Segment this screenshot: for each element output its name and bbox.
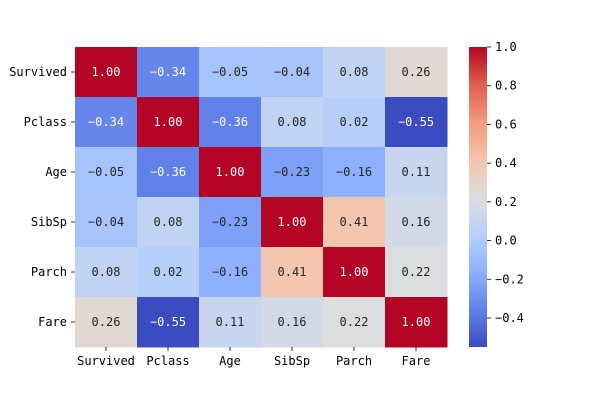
y-tick-label: Age bbox=[45, 165, 67, 179]
colorbar-tick-label: 0.6 bbox=[495, 117, 517, 131]
cell-value-label: 0.02 bbox=[340, 115, 369, 129]
heatmap-cell-sibsp-age bbox=[261, 147, 324, 198]
cell-value-label: 0.11 bbox=[216, 315, 245, 329]
cell-value-label: −0.16 bbox=[212, 265, 248, 279]
cell-value-label: 0.41 bbox=[278, 265, 307, 279]
heatmap-cell-fare-age bbox=[385, 147, 448, 198]
cell-value-label: 1.00 bbox=[216, 165, 245, 179]
heatmap-cell-sibsp-pclass bbox=[261, 97, 324, 148]
heatmap-cell-fare-survived bbox=[385, 47, 448, 98]
cell-value-label: 1.00 bbox=[402, 315, 431, 329]
y-tick-label: Fare bbox=[38, 315, 67, 329]
heatmap-cell-fare-pclass bbox=[385, 97, 448, 148]
cell-value-label: −0.34 bbox=[150, 65, 186, 79]
heatmap-cells bbox=[75, 47, 448, 348]
heatmap-cell-pclass-sibsp bbox=[137, 197, 200, 248]
heatmap-cell-pclass-fare bbox=[137, 297, 200, 348]
colorbar-tick-label: −0.2 bbox=[495, 272, 524, 286]
heatmap-cell-parch-parch bbox=[323, 247, 386, 298]
colorbar-tick-label: 0.4 bbox=[495, 156, 517, 170]
heatmap-cell-pclass-parch bbox=[137, 247, 200, 298]
cell-value-label: 0.22 bbox=[402, 265, 431, 279]
heatmap-cell-fare-fare bbox=[385, 297, 448, 348]
x-tick-label: Survived bbox=[77, 354, 135, 368]
cell-value-label: 0.08 bbox=[154, 215, 183, 229]
heatmap-cell-labels: 1.00 −0.34 −0.05 −0.04 0.08 0.26 −0.34 1.00 −0.3… bbox=[88, 65, 434, 329]
cell-value-label: 0.26 bbox=[92, 315, 121, 329]
heatmap-cell-sibsp-sibsp bbox=[261, 197, 324, 248]
colorbar-tick-label: 0.8 bbox=[495, 79, 517, 93]
cell-value-label: 0.08 bbox=[278, 115, 307, 129]
cell-value-label: 0.16 bbox=[278, 315, 307, 329]
cell-value-label: −0.05 bbox=[212, 65, 248, 79]
heatmap-cell-survived-survived bbox=[75, 47, 138, 98]
cell-value-label: −0.36 bbox=[150, 165, 186, 179]
cell-value-label: −0.05 bbox=[88, 165, 124, 179]
cell-value-label: 0.08 bbox=[340, 65, 369, 79]
cell-value-label: −0.04 bbox=[274, 65, 310, 79]
heatmap-cell-pclass-age bbox=[137, 147, 200, 198]
x-tick-label: Pclass bbox=[146, 354, 189, 368]
cell-value-label: −0.23 bbox=[274, 165, 310, 179]
heatmap-cell-fare-parch bbox=[385, 247, 448, 298]
heatmap-cell-survived-sibsp bbox=[75, 197, 138, 248]
cell-value-label: −0.34 bbox=[88, 115, 124, 129]
cell-value-label: 0.41 bbox=[340, 215, 369, 229]
cell-value-label: 0.16 bbox=[402, 215, 431, 229]
x-tick-label: Age bbox=[219, 354, 241, 368]
heatmap-cell-pclass-survived bbox=[137, 47, 200, 98]
x-tick-label: Parch bbox=[336, 354, 372, 368]
cell-value-label: 0.11 bbox=[402, 165, 431, 179]
heatmap-cell-parch-fare bbox=[323, 297, 386, 348]
cell-value-label: −0.23 bbox=[212, 215, 248, 229]
colorbar: −0.4 −0.2 0.0 0.2 0.4 0.6 0.8 1.0 bbox=[469, 40, 524, 347]
cell-value-label: 0.02 bbox=[154, 265, 183, 279]
cell-value-label: −0.55 bbox=[150, 315, 186, 329]
cell-value-label: −0.36 bbox=[212, 115, 248, 129]
heatmap-cell-age-age bbox=[199, 147, 262, 198]
heatmap-cell-age-pclass bbox=[199, 97, 262, 148]
cell-value-label: 0.08 bbox=[92, 265, 121, 279]
x-axis-ticks: Survived Pclass Age SibSp Parch Fare bbox=[77, 347, 430, 368]
heatmap-cell-survived-pclass bbox=[75, 97, 138, 148]
heatmap-cell-parch-age bbox=[323, 147, 386, 198]
heatmap-cell-survived-age bbox=[75, 147, 138, 198]
heatmap-cell-fare-sibsp bbox=[385, 197, 448, 248]
y-tick-label: Pclass bbox=[24, 115, 67, 129]
cell-value-label: −0.55 bbox=[398, 115, 434, 129]
heatmap-cell-age-sibsp bbox=[199, 197, 262, 248]
x-tick-label: Fare bbox=[402, 354, 431, 368]
heatmap-cell-pclass-pclass bbox=[137, 97, 200, 148]
heatmap-cell-parch-pclass bbox=[323, 97, 386, 148]
y-axis-ticks: Survived Pclass Age SibSp Parch Fare bbox=[9, 65, 75, 329]
y-tick-label: SibSp bbox=[31, 215, 67, 229]
heatmap-cell-survived-fare bbox=[75, 297, 138, 348]
cell-value-label: 1.00 bbox=[278, 215, 307, 229]
colorbar-gradient bbox=[469, 47, 487, 347]
colorbar-tick-label: 0.0 bbox=[495, 234, 517, 248]
colorbar-tick-label: −0.4 bbox=[495, 311, 524, 325]
heatmap-cell-sibsp-parch bbox=[261, 247, 324, 298]
colorbar-tick-label: 1.0 bbox=[495, 40, 517, 54]
heatmap-cell-sibsp-fare bbox=[261, 297, 324, 348]
heatmap-cell-parch-survived bbox=[323, 47, 386, 98]
heatmap-cell-sibsp-survived bbox=[261, 47, 324, 98]
heatmap-cell-age-survived bbox=[199, 47, 262, 98]
colorbar-tick-label: 0.2 bbox=[495, 195, 517, 209]
cell-value-label: 1.00 bbox=[92, 65, 121, 79]
cell-value-label: −0.16 bbox=[336, 165, 372, 179]
cell-value-label: 0.26 bbox=[402, 65, 431, 79]
cell-value-label: 0.22 bbox=[340, 315, 369, 329]
cell-value-label: 1.00 bbox=[154, 115, 183, 129]
heatmap-cell-age-parch bbox=[199, 247, 262, 298]
x-tick-label: SibSp bbox=[274, 354, 310, 368]
heatmap-cell-parch-sibsp bbox=[323, 197, 386, 248]
y-tick-label: Parch bbox=[31, 265, 67, 279]
heatmap-cell-survived-parch bbox=[75, 247, 138, 298]
heatmap-cell-age-fare bbox=[199, 297, 262, 348]
cell-value-label: −0.04 bbox=[88, 215, 124, 229]
y-tick-label: Survived bbox=[9, 65, 67, 79]
cell-value-label: 1.00 bbox=[340, 265, 369, 279]
